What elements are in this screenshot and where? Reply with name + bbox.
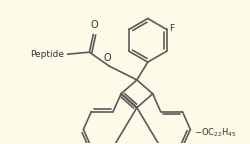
Text: $-$OC$_{22}$H$_{45}$: $-$OC$_{22}$H$_{45}$ bbox=[194, 126, 237, 139]
Text: F: F bbox=[170, 24, 175, 33]
Text: O: O bbox=[103, 53, 111, 63]
Text: Peptide: Peptide bbox=[30, 50, 64, 59]
Text: O: O bbox=[90, 20, 98, 30]
